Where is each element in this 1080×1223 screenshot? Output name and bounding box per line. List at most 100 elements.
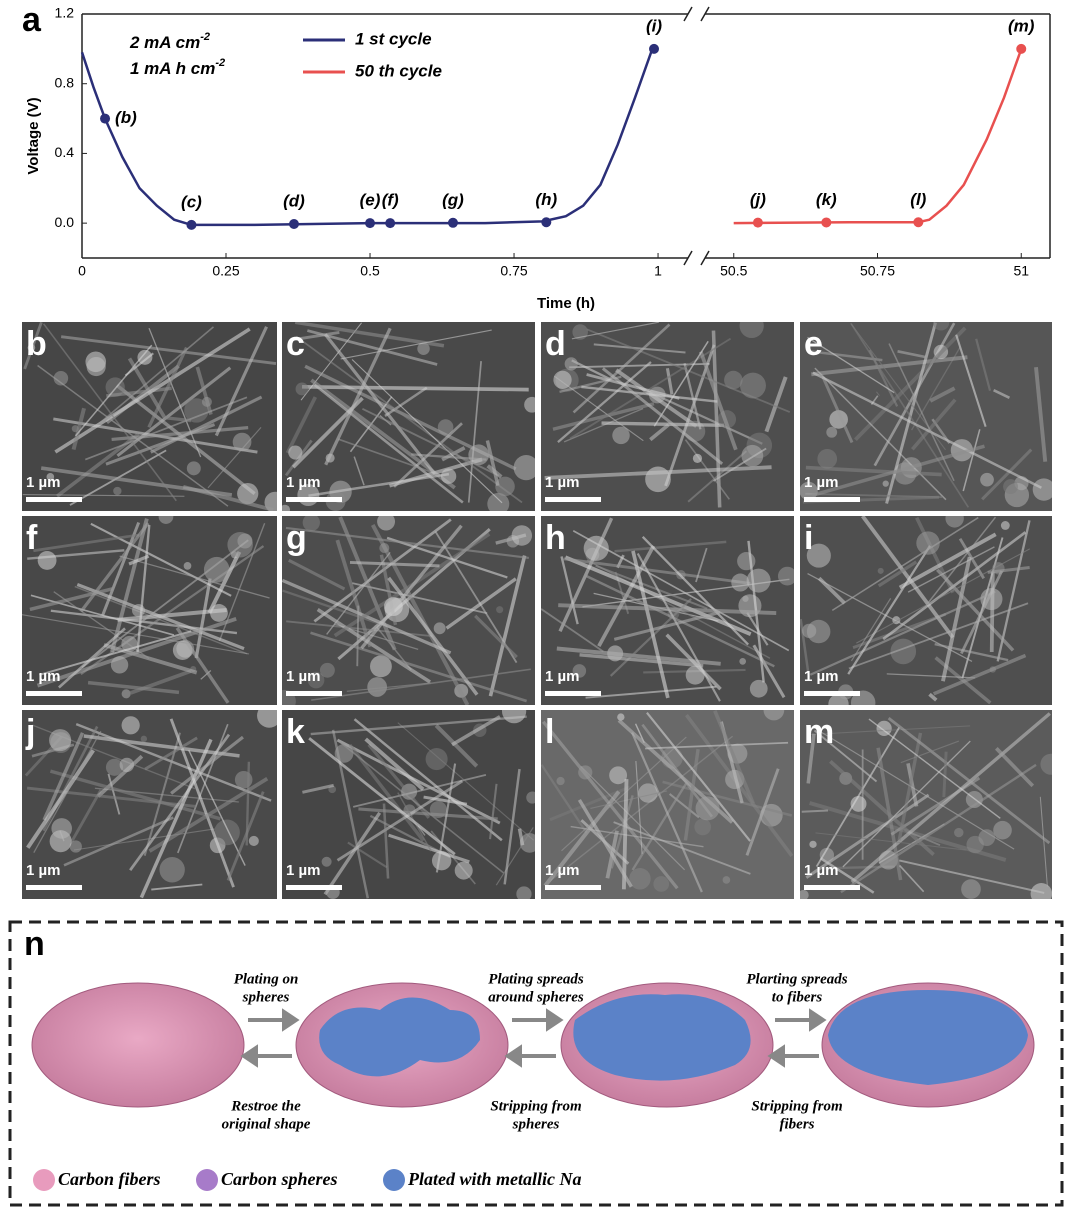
- sem-image: [282, 699, 539, 902]
- texture: [434, 622, 446, 634]
- texture: [933, 314, 949, 330]
- panel-label: i: [804, 519, 813, 557]
- x-tick-label: 0.75: [500, 263, 527, 279]
- texture: [556, 777, 564, 785]
- point-label: (g): [442, 190, 464, 209]
- texture: [826, 427, 837, 438]
- texture: [978, 829, 995, 846]
- scale-label: 1 µm: [804, 862, 839, 879]
- annotation-sup: -2: [200, 31, 210, 43]
- texture: [132, 604, 145, 617]
- scale-label: 1 µm: [545, 668, 580, 685]
- point: [186, 220, 196, 230]
- panel-label: l: [545, 713, 554, 751]
- texture: [432, 851, 451, 870]
- legend-label: 50 th cycle: [355, 61, 442, 80]
- scale-bar: [26, 497, 82, 502]
- y-tick-label: 0.8: [55, 74, 75, 90]
- point: [753, 218, 763, 228]
- texture: [141, 736, 147, 742]
- line: [734, 49, 1022, 223]
- point: [448, 218, 458, 228]
- scale-bar: [545, 691, 601, 696]
- texture: [288, 445, 302, 459]
- texture: [954, 828, 963, 837]
- texture: [747, 569, 771, 593]
- sem-image: [22, 322, 286, 513]
- texture: [778, 567, 797, 586]
- texture: [455, 862, 473, 880]
- scale-bar: [545, 497, 601, 502]
- texture: [487, 493, 509, 515]
- point-label: (j): [750, 190, 766, 209]
- point-label: (k): [816, 190, 837, 209]
- panel-label: c: [286, 325, 305, 363]
- texture: [817, 449, 837, 469]
- legend-swatch: [383, 1169, 405, 1191]
- texture: [233, 433, 252, 452]
- texture: [202, 397, 212, 407]
- scale-bar: [545, 885, 601, 890]
- scale-bar: [804, 885, 860, 890]
- point-label: (e): [360, 191, 381, 210]
- arrowhead: [548, 1012, 560, 1028]
- panel-label: m: [804, 713, 834, 751]
- point: [649, 44, 659, 54]
- scale-label: 1 µm: [545, 474, 580, 491]
- texture: [740, 314, 764, 338]
- y-axis-title: Voltage (V): [25, 97, 42, 174]
- point: [1016, 44, 1026, 54]
- scale-bar: [804, 497, 860, 502]
- scale-label: 1 µm: [26, 668, 61, 685]
- legend-label: Carbon spheres: [221, 1169, 338, 1189]
- texture: [111, 656, 128, 673]
- texture: [512, 525, 532, 545]
- scale-bar: [26, 691, 82, 696]
- point-label: (l): [910, 190, 926, 209]
- legend-label: Plated with metallic Na: [407, 1169, 582, 1189]
- texture: [961, 879, 981, 899]
- texture: [617, 713, 624, 720]
- caption: around spheres: [488, 989, 584, 1005]
- scale-bar: [286, 885, 342, 890]
- texture: [629, 868, 651, 890]
- texture: [280, 505, 290, 515]
- texture: [496, 606, 503, 613]
- sem-image: [22, 703, 281, 899]
- scale-bar: [26, 885, 82, 890]
- texture: [696, 796, 720, 820]
- annotation-sup: -2: [215, 57, 225, 69]
- point-label: (d): [283, 191, 305, 210]
- point-label: (b): [115, 108, 137, 127]
- texture: [1031, 883, 1053, 905]
- x-axis-title: Time (h): [537, 295, 595, 312]
- point: [289, 219, 299, 229]
- texture: [731, 574, 749, 592]
- y-tick-label: 0.4: [55, 144, 75, 160]
- panel-label: h: [545, 519, 566, 557]
- texture: [742, 596, 748, 602]
- texture: [851, 796, 867, 812]
- x-tick-label: 0.25: [212, 263, 239, 279]
- scale-label: 1 µm: [804, 668, 839, 685]
- scale-bar: [804, 691, 860, 696]
- texture: [514, 455, 539, 480]
- texture: [49, 729, 71, 751]
- x-tick-label: 0.5: [360, 263, 380, 279]
- caption: Plarting spreads: [746, 971, 847, 987]
- annotation-text: 2 mA cm: [129, 33, 200, 52]
- texture: [653, 876, 669, 892]
- texture: [526, 791, 538, 803]
- x-tick-label: 51: [1013, 263, 1029, 279]
- arrowhead: [244, 1048, 256, 1064]
- texture: [441, 469, 456, 484]
- point: [541, 217, 551, 227]
- scale-label: 1 µm: [545, 862, 580, 879]
- texture: [235, 771, 253, 789]
- x-tick-label: 50.5: [720, 263, 747, 279]
- panel-label: k: [286, 713, 305, 751]
- caption: Stripping from: [490, 1098, 581, 1114]
- legend-label: 1 st cycle: [355, 29, 432, 48]
- texture: [87, 357, 106, 376]
- texture: [296, 383, 309, 396]
